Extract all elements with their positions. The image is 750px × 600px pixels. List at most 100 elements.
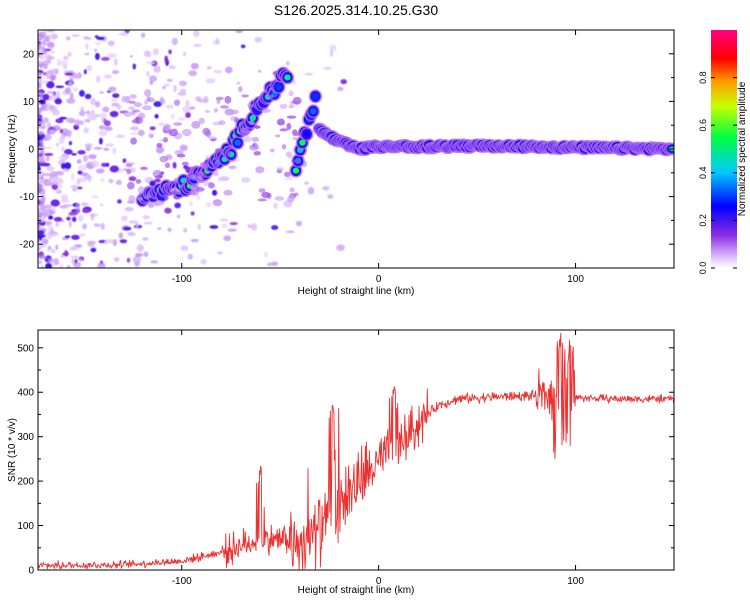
noise-speck xyxy=(128,195,136,202)
noise-speck xyxy=(46,123,50,129)
noise-speck xyxy=(45,133,51,141)
noise-speck xyxy=(38,230,45,235)
noise-speck xyxy=(41,196,46,202)
noise-speck xyxy=(190,238,199,243)
noise-speck xyxy=(97,262,106,268)
noise-speck xyxy=(213,69,223,74)
noise-speck xyxy=(62,204,71,208)
noise-speck xyxy=(169,65,176,70)
y-tick-label: 0 xyxy=(28,145,34,156)
noise-speck xyxy=(50,33,58,40)
noise-speck xyxy=(268,94,274,99)
noise-speck xyxy=(54,98,62,105)
ridge-flat-signal xyxy=(312,122,674,157)
noise-speck xyxy=(153,65,161,73)
noise-speck xyxy=(75,207,81,214)
noise-speck xyxy=(74,75,79,80)
noise-speck xyxy=(50,94,57,102)
noise-speck xyxy=(144,99,148,105)
noise-speck xyxy=(59,262,64,268)
noise-speck xyxy=(80,172,88,177)
noise-speck xyxy=(110,99,118,102)
noise-speck xyxy=(101,117,106,123)
ridge-core xyxy=(299,139,306,146)
noise-speck xyxy=(273,202,278,210)
noise-speck xyxy=(228,165,237,170)
noise-speck xyxy=(219,218,229,222)
noise-speck xyxy=(255,166,265,174)
noise-speck xyxy=(200,258,207,265)
noise-speck xyxy=(185,99,190,108)
noise-speck xyxy=(270,148,275,153)
noise-speck xyxy=(71,259,75,264)
spectrogram-x-label: Height of straight line (km) xyxy=(298,286,415,297)
noise-speck xyxy=(153,101,162,108)
noise-speck xyxy=(38,61,43,65)
noise-speck xyxy=(137,186,145,195)
ridge-core xyxy=(292,167,300,174)
noise-speck xyxy=(132,256,142,264)
noise-speck xyxy=(264,251,268,258)
noise-speck xyxy=(285,230,295,234)
noise-speck xyxy=(258,188,266,193)
noise-speck xyxy=(38,92,43,96)
noise-speck xyxy=(82,223,88,230)
noise-speck xyxy=(93,147,103,150)
noise-speck xyxy=(129,126,140,131)
noise-speck xyxy=(50,199,60,207)
noise-speck xyxy=(77,164,87,172)
noise-speck xyxy=(89,113,98,121)
noise-speck xyxy=(157,227,162,230)
noise-speck xyxy=(113,58,118,66)
snr-x-label: Height of straight line (km) xyxy=(298,585,415,596)
noise-speck xyxy=(221,223,227,228)
noise-speck xyxy=(261,191,271,199)
noise-speck xyxy=(154,200,165,206)
noise-speck xyxy=(55,222,59,227)
y-tick-label: 200 xyxy=(17,477,34,488)
noise-speck xyxy=(179,144,188,151)
noise-speck xyxy=(70,184,79,188)
noise-speck xyxy=(61,163,66,170)
noise-speck xyxy=(292,137,298,141)
noise-speck xyxy=(146,97,156,103)
x-tick-label: -100 xyxy=(172,576,192,587)
noise-speck xyxy=(45,155,50,162)
noise-speck xyxy=(224,108,235,116)
snr-x-ticks: -100 0 100 xyxy=(172,330,584,587)
y-tick-label: 10 xyxy=(23,97,35,108)
noise-speck xyxy=(55,85,65,89)
noise-speck xyxy=(327,194,334,199)
noise-speck xyxy=(61,146,65,152)
noise-speck xyxy=(304,72,314,76)
noise-speck xyxy=(250,223,258,231)
noise-speck xyxy=(38,175,43,182)
noise-speck xyxy=(52,125,61,132)
noise-speck xyxy=(54,173,64,176)
noise-speck xyxy=(107,53,117,59)
ridge-rising-branch-2 xyxy=(289,89,323,178)
noise-speck xyxy=(72,188,77,192)
noise-speck xyxy=(122,158,127,163)
noise-speck xyxy=(209,182,216,189)
noise-speck xyxy=(86,65,93,71)
noise-speck xyxy=(66,216,71,221)
colorbar: 0.0 0.2 0.4 0.6 0.8 Normalized spectral ampl… xyxy=(698,30,748,274)
noise-speck xyxy=(136,244,144,252)
noise-speck xyxy=(51,249,56,254)
noise-speck xyxy=(38,255,48,260)
noise-speck xyxy=(240,177,251,183)
noise-speck xyxy=(238,85,243,93)
noise-speck xyxy=(165,104,174,110)
colorbar-tick-label: 0.0 xyxy=(698,262,708,275)
colorbar-tick-label: 0.6 xyxy=(698,119,708,132)
noise-speck xyxy=(289,187,295,193)
noise-speck xyxy=(38,184,44,189)
noise-speck xyxy=(286,122,292,130)
noise-speck xyxy=(167,227,172,232)
noise-speck xyxy=(79,90,85,97)
noise-speck xyxy=(44,146,52,150)
noise-speck xyxy=(98,130,108,137)
noise-speck xyxy=(146,70,150,77)
noise-speck xyxy=(64,72,74,76)
